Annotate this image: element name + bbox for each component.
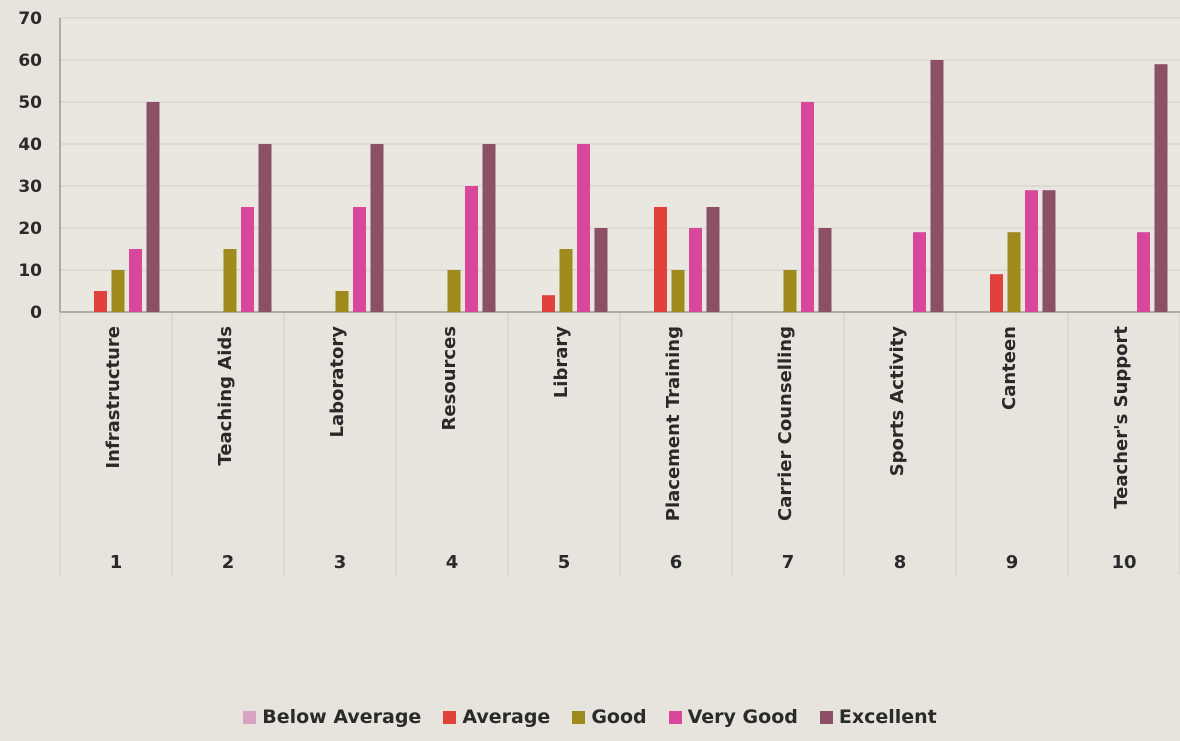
- bar-very-good-2: [241, 207, 254, 312]
- bar-average-5: [542, 295, 555, 312]
- legend-swatch: [819, 710, 833, 724]
- bar-very-good-7: [801, 102, 814, 312]
- bar-very-good-4: [465, 186, 478, 312]
- category-label: Teaching Aids: [215, 326, 236, 466]
- category-number: 5: [558, 552, 571, 573]
- category-number: 2: [222, 552, 235, 573]
- bar-average-6: [654, 207, 667, 312]
- bar-good-1: [111, 270, 125, 312]
- legend-swatch: [443, 710, 457, 724]
- category-number: 4: [446, 552, 459, 573]
- legend-swatch: [668, 710, 682, 724]
- y-tick-label: 20: [18, 219, 42, 239]
- bar-very-good-5: [577, 144, 590, 312]
- legend-item: Excellent: [819, 706, 937, 728]
- bar-good-3: [335, 291, 349, 312]
- bar-very-good-9: [1025, 190, 1038, 312]
- category-number: 3: [334, 552, 347, 573]
- legend-label: Below Average: [262, 706, 422, 728]
- legend-label: Excellent: [838, 706, 937, 728]
- category-number: 1: [110, 552, 123, 573]
- category-number: 6: [670, 552, 683, 573]
- bar-excellent-9: [1042, 190, 1056, 312]
- y-tick-label: 60: [18, 51, 42, 71]
- category-label: Library: [551, 326, 572, 398]
- bar-excellent-6: [706, 207, 720, 312]
- category-label: Placement Training: [663, 326, 684, 521]
- category-label: Carrier Counselling: [775, 326, 796, 521]
- legend-swatch: [243, 710, 257, 724]
- bar-good-9: [1007, 232, 1021, 312]
- category-number: 8: [894, 552, 907, 573]
- legend-swatch: [572, 710, 586, 724]
- bar-very-good-1: [129, 249, 142, 312]
- bar-excellent-1: [146, 102, 160, 312]
- category-label: Infrastructure: [103, 326, 124, 469]
- category-number: 9: [1006, 552, 1019, 573]
- category-label: Teacher's Support: [1111, 326, 1132, 509]
- bar-good-5: [559, 249, 573, 312]
- y-tick-label: 70: [18, 9, 42, 29]
- legend-item: Below Average: [243, 706, 421, 728]
- legend-item: Average: [443, 706, 550, 728]
- bar-average-1: [94, 291, 107, 312]
- category-label: Laboratory: [327, 326, 348, 438]
- chart-legend: Below Average Average Good Very Good Excelle…: [0, 706, 1180, 728]
- bar-good-6: [671, 270, 685, 312]
- bar-excellent-3: [370, 144, 384, 312]
- bar-good-7: [783, 270, 797, 312]
- category-number: 7: [782, 552, 795, 573]
- legend-item: Very Good: [668, 706, 798, 728]
- y-tick-label: 0: [30, 303, 42, 323]
- category-label: Resources: [439, 326, 460, 430]
- category-label: Canteen: [999, 326, 1020, 410]
- bar-good-4: [447, 270, 461, 312]
- y-tick-label: 10: [18, 261, 42, 281]
- legend-label: Good: [591, 706, 647, 728]
- bar-excellent-4: [482, 144, 496, 312]
- bar-very-good-3: [353, 207, 366, 312]
- bar-excellent-2: [258, 144, 272, 312]
- bar-good-2: [223, 249, 237, 312]
- y-tick-label: 30: [18, 177, 42, 197]
- legend-label: Very Good: [687, 706, 798, 728]
- bar-excellent-7: [818, 228, 832, 312]
- bar-excellent-10: [1154, 64, 1168, 312]
- bar-very-good-10: [1137, 232, 1150, 312]
- bar-excellent-5: [594, 228, 608, 312]
- category-label: Sports Activity: [887, 326, 908, 477]
- bar-very-good-8: [913, 232, 926, 312]
- bar-very-good-6: [689, 228, 702, 312]
- legend-label: Average: [462, 706, 551, 728]
- legend-item: Good: [572, 706, 647, 728]
- bar-average-9: [990, 274, 1003, 312]
- y-tick-label: 50: [18, 93, 42, 113]
- category-number: 10: [1111, 552, 1136, 573]
- y-tick-label: 40: [18, 135, 42, 155]
- bar-excellent-8: [930, 60, 944, 312]
